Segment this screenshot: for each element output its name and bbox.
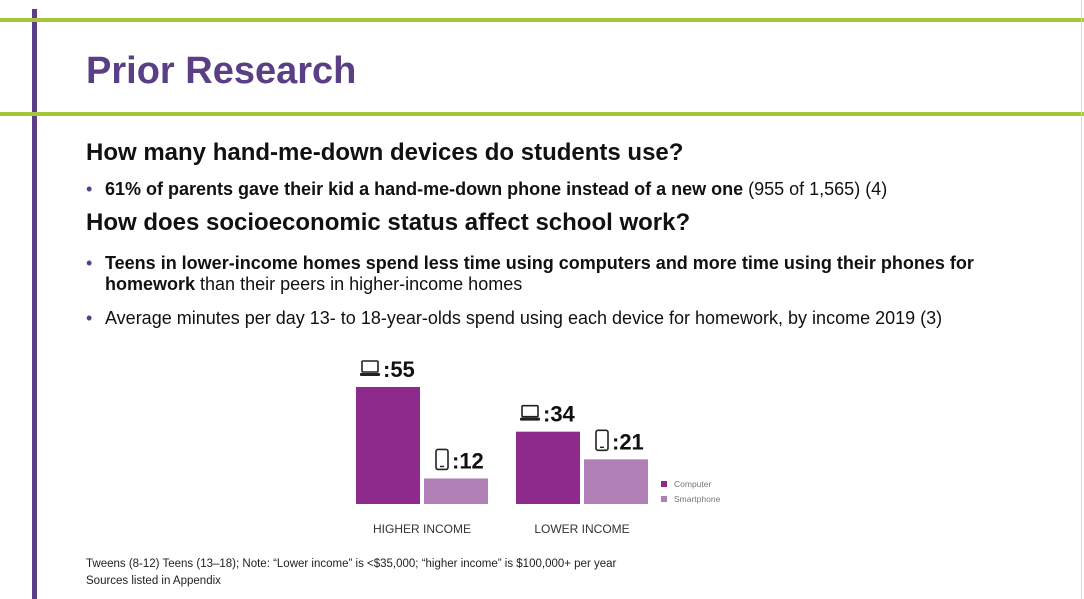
slide-title: Prior Research <box>86 50 357 92</box>
legend-swatch <box>661 496 667 502</box>
bullet-dot: • <box>86 179 93 199</box>
accent-bar <box>32 9 37 599</box>
footnote: Tweens (8-12) Teens (13–18); Note: “Lowe… <box>86 558 617 570</box>
value-label: :55 <box>383 357 415 382</box>
bullet-2-text: Teens in lower-income homes spend less t… <box>105 253 975 295</box>
question-1: How many hand-me-down devices do student… <box>86 139 684 166</box>
title-rule <box>0 112 1084 116</box>
bar-smartphone-lower <box>584 459 648 504</box>
top-rule <box>0 18 1084 22</box>
legend-swatch <box>661 481 667 487</box>
bullet-2-emphasis: Teens in lower-income homes spend less t… <box>105 253 974 294</box>
bullet-1-source: (955 of 1,565) (4) <box>743 179 888 199</box>
value-label: :12 <box>452 448 484 473</box>
bullet-dot: • <box>86 308 93 328</box>
value-label: :21 <box>612 429 644 454</box>
legend-label: Computer <box>674 479 711 489</box>
bar-computer-higher <box>356 387 420 504</box>
bullet-2-rest: than their peers in higher-income homes <box>195 274 523 294</box>
sources-note: Sources listed in Appendix <box>86 575 221 587</box>
bullet-3-text: Average minutes per day 13- to 18-year-o… <box>105 308 943 328</box>
bullet-1-emphasis: 61% of parents gave their kid a hand-me-… <box>105 179 744 199</box>
laptop-icon-base <box>520 417 540 421</box>
laptop-icon <box>521 404 539 418</box>
bar-smartphone-higher <box>424 478 488 504</box>
value-label: :34 <box>543 402 576 427</box>
laptop-icon-base <box>360 373 380 376</box>
slide-edge <box>1081 0 1082 599</box>
category-label: LOWER INCOME <box>534 522 629 536</box>
question-2: How does socioeconomic status affect sch… <box>86 209 691 236</box>
bullet-1-text: 61% of parents gave their kid a hand-me-… <box>105 179 975 200</box>
bullet-dot: • <box>86 253 93 273</box>
phone-icon <box>435 448 449 471</box>
category-label: HIGHER INCOME <box>373 522 471 536</box>
phone-icon <box>595 429 609 452</box>
legend-label: Smartphone <box>674 494 721 504</box>
laptop-icon <box>361 360 379 373</box>
bar-computer-lower <box>516 431 580 504</box>
